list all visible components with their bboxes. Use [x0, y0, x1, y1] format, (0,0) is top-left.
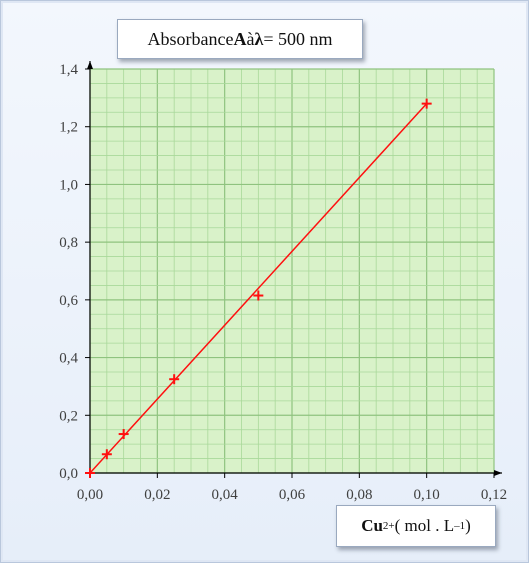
x-tick-label: 0,02	[144, 487, 170, 503]
fit-line	[89, 103, 428, 474]
grid	[89, 68, 495, 474]
y-tick-label: 0,6	[59, 293, 78, 309]
x-axis-label: Cu 2+ ( mol . L –1)	[336, 505, 496, 547]
title-mid: à	[246, 28, 255, 49]
xlabel-unit-exponent: –1	[454, 520, 466, 532]
xlabel-unit-close: )	[465, 516, 471, 535]
title-lambda: λ	[254, 28, 264, 49]
x-tick-label: 0,04	[212, 487, 239, 503]
x-tick-label: 0,00	[77, 487, 103, 503]
chart-title: Absorbance A à λ = 500 nm	[117, 19, 363, 59]
x-tick-label: 0,12	[481, 487, 507, 503]
title-prefix: Absorbance	[147, 28, 234, 49]
tick-labels: 0,00 0,02 0,04 0,06 0,08 0,10 0,12 0,0 0,2 0,4 0,6…	[59, 62, 507, 503]
title-suffix: = 500 nm	[263, 28, 333, 49]
x-axis-arrow	[494, 470, 502, 476]
xlabel-charge: 2+	[382, 520, 395, 532]
data-point	[421, 98, 432, 109]
data-point	[169, 374, 180, 385]
y-tick-label: 0,0	[59, 466, 78, 482]
data-point	[101, 449, 112, 460]
y-tick-label: 1,4	[59, 62, 78, 78]
y-tick-label: 0,4	[59, 351, 78, 367]
y-tick-label: 1,2	[59, 120, 78, 136]
axes	[85, 61, 502, 478]
xlabel-species: Cu	[361, 516, 383, 535]
data-series	[85, 98, 432, 478]
y-tick-label: 1,0	[59, 177, 78, 193]
data-point	[118, 429, 129, 440]
y-tick-label: 0,2	[59, 408, 78, 424]
data-point	[253, 290, 264, 301]
xlabel-unit: ( mol . L	[394, 516, 455, 535]
x-tick-label: 0,06	[279, 487, 306, 503]
y-tick-label: 0,8	[59, 235, 78, 251]
data-point	[85, 468, 95, 478]
x-tick-label: 0,08	[346, 487, 372, 503]
x-tick-label: 0,10	[414, 487, 440, 503]
y-axis-arrow	[87, 61, 93, 69]
title-variable: A	[233, 28, 247, 49]
